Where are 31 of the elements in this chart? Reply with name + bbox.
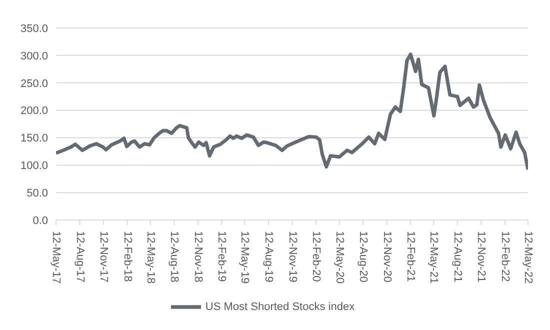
x-tick-label: 12-May-17	[50, 231, 62, 284]
y-tick-label: 100.0	[20, 160, 48, 172]
x-tick-label: 12-Nov-17	[98, 231, 110, 282]
x-tick-label: 12-Feb-19	[216, 231, 228, 282]
legend-label: US Most Shorted Stocks index	[205, 300, 355, 313]
y-tick-label: 350.0	[20, 22, 48, 35]
y-tick-label: 50.0	[26, 187, 48, 200]
x-tick-label: 12-Feb-20	[310, 231, 322, 282]
x-tick-label: 12-May-18	[144, 231, 156, 284]
x-tick-label: 12-Aug-18	[168, 231, 180, 282]
line-series	[56, 52, 528, 172]
y-tick-label: 0.0	[32, 214, 48, 227]
x-tick-label: 12-Nov-18	[192, 231, 204, 282]
y-tick-label: 250.0	[20, 78, 48, 90]
x-tick-label: 12-Feb-22	[498, 231, 511, 282]
y-tick-label: 300.0	[20, 50, 48, 62]
x-tick-label: 12-Aug-21	[451, 231, 464, 282]
y-tick-label: 150.0	[20, 132, 48, 145]
x-tick-label: 12-Aug-20	[357, 231, 370, 282]
x-tick-label: 12-May-19	[238, 231, 251, 284]
x-tick-label: 12-Feb-18	[121, 231, 134, 282]
x-tick-label: 12-Feb-21	[404, 231, 417, 282]
x-tick-label: 12-May-20	[333, 231, 346, 284]
x-tick-label: 12-Aug-19	[262, 231, 274, 282]
x-tick-label: 12-May-21	[428, 231, 440, 284]
x-tick-label: 12-Nov-20	[380, 231, 393, 282]
x-tick-label: 12-Nov-19	[286, 231, 298, 282]
x-tick-label: 12-Aug-17	[74, 231, 86, 282]
x-tick-label: 12-Nov-21	[475, 231, 488, 282]
x-tick-label: 12-May-22	[522, 231, 534, 284]
y-tick-label: 200.0	[20, 105, 48, 118]
